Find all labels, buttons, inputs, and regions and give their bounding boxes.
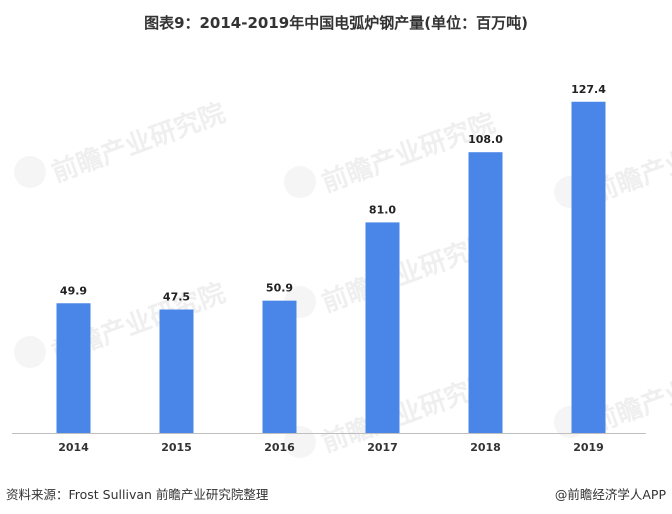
value-label-2015: 47.5 [163, 291, 190, 304]
value-label-2019: 127.4 [571, 83, 606, 96]
watermark-logo-icon [14, 336, 46, 368]
x-tick-label-2014: 2014 [58, 441, 89, 454]
brand-credit: @前瞻经济学人APP [554, 487, 666, 502]
watermark-logo-icon [284, 166, 316, 198]
value-label-2018: 108.0 [468, 133, 503, 146]
value-label-2016: 50.9 [266, 282, 293, 295]
bar-2017 [365, 222, 400, 433]
bar-2016 [262, 300, 297, 433]
value-labels-group: 49.9 47.5 50.9 81.0 108.0 127.4 [60, 83, 606, 304]
x-tick-label-2016: 2016 [264, 441, 295, 454]
x-tick-label-2017: 2017 [367, 441, 398, 454]
chart-title: 图表9：2014-2019年中国电弧炉钢产量(单位：百万吨) [144, 14, 528, 32]
bar-2014 [56, 303, 91, 433]
bars-group [56, 101, 606, 433]
watermark-text: 前瞻产业研究院 [48, 97, 230, 188]
x-tick-label-2018: 2018 [470, 441, 501, 454]
bar-2019 [571, 101, 606, 433]
bar-2018 [468, 152, 503, 433]
x-tick-label-2015: 2015 [161, 441, 192, 454]
watermark-logo-icon [14, 156, 46, 188]
x-tick-labels-group: 2014 2015 2016 2017 2018 2019 [58, 441, 604, 454]
x-tick-label-2019: 2019 [573, 441, 604, 454]
value-label-2017: 81.0 [369, 203, 396, 216]
value-label-2014: 49.9 [60, 284, 87, 297]
bar-2015 [159, 309, 194, 433]
source-note: 资料来源：Frost Sullivan 前瞻产业研究院整理 [6, 487, 269, 502]
